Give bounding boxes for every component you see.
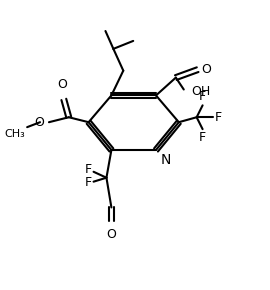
Text: N: N	[161, 153, 171, 167]
Text: F: F	[199, 90, 206, 103]
Text: F: F	[214, 111, 222, 124]
Text: F: F	[85, 163, 92, 176]
Text: CH₃: CH₃	[4, 129, 25, 139]
Text: O: O	[57, 79, 67, 91]
Text: F: F	[85, 176, 92, 189]
Text: OH: OH	[192, 85, 211, 98]
Text: O: O	[202, 63, 211, 76]
Text: F: F	[199, 131, 206, 144]
Text: O: O	[106, 228, 116, 241]
Text: O: O	[34, 116, 44, 129]
